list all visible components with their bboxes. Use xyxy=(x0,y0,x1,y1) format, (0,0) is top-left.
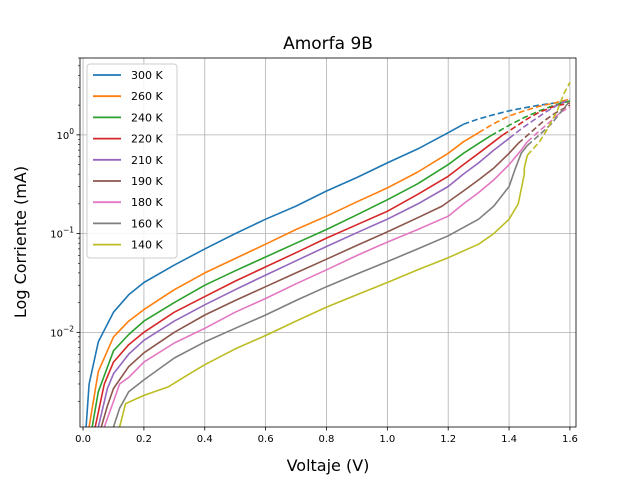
legend-label: 240 K xyxy=(131,111,163,124)
legend-label: 260 K xyxy=(131,90,163,103)
x-tick-label: 0.2 xyxy=(136,434,152,445)
series-line-dashed xyxy=(526,82,571,156)
series-line-solid xyxy=(112,145,528,428)
series-160-k xyxy=(112,100,571,428)
series-line-dashed xyxy=(502,102,571,136)
series-220-k xyxy=(94,102,571,428)
series-line-dashed xyxy=(463,100,571,126)
series-line-dashed xyxy=(526,100,571,147)
x-axis-ticks: 0.0 0.2 0.4 0.6 0.8 1.0 1.2 1.4 1.6 xyxy=(75,427,578,445)
x-tick-label: 1.2 xyxy=(440,434,456,445)
series-line-dashed xyxy=(490,100,571,137)
y-axis-ticks: 10−2 10−1 100 xyxy=(50,57,80,402)
x-tick-label: 0.0 xyxy=(75,434,91,445)
legend-label: 140 K xyxy=(131,239,163,252)
legend-label: 220 K xyxy=(131,133,163,146)
series-210-k xyxy=(97,98,571,428)
series-line-solid xyxy=(100,142,519,428)
series-140-k xyxy=(118,82,571,428)
series-line-solid xyxy=(118,155,529,428)
x-tick-label: 1.4 xyxy=(501,434,517,445)
series-240-k xyxy=(91,100,571,428)
series-lines xyxy=(85,82,571,428)
gridlines xyxy=(80,58,576,427)
x-tick-label: 0.6 xyxy=(258,434,274,445)
series-line-solid xyxy=(88,132,480,428)
y-tick-label: 10−2 xyxy=(50,324,74,339)
series-line-solid xyxy=(85,123,464,428)
series-line-solid xyxy=(91,135,492,428)
legend-box xyxy=(86,63,178,259)
plot-frame xyxy=(79,57,577,428)
legend-label: 180 K xyxy=(131,196,163,209)
chart-title: Amorfa 9B xyxy=(283,34,373,54)
series-line-solid xyxy=(94,134,504,428)
y-axis-label: Log Corriente (mA) xyxy=(11,166,30,318)
legend: 300 K 260 K 240 K 220 K 210 K 190 K 180 K 160 K… xyxy=(86,63,178,259)
series-line-solid xyxy=(97,137,510,428)
x-tick-label: 0.4 xyxy=(197,434,213,445)
legend-items: 300 K 260 K 240 K 220 K 210 K 190 K 180 K 160 K… xyxy=(93,69,163,252)
series-line-solid xyxy=(103,141,528,428)
series-line-dashed xyxy=(517,104,571,145)
legend-label: 300 K xyxy=(131,69,163,82)
legend-label: 160 K xyxy=(131,217,163,230)
series-300-k xyxy=(85,100,571,428)
legend-label: 210 K xyxy=(131,154,163,167)
series-180-k xyxy=(103,106,571,428)
legend-label: 190 K xyxy=(131,175,163,188)
y-tick-label: 10−1 xyxy=(50,226,74,241)
x-axis-label: Voltaje (V) xyxy=(287,456,370,475)
x-tick-label: 1.0 xyxy=(379,434,395,445)
series-260-k xyxy=(88,98,571,428)
series-line-dashed xyxy=(478,98,571,134)
series-line-dashed xyxy=(526,106,571,143)
x-tick-label: 0.8 xyxy=(319,434,335,445)
x-tick-label: 1.6 xyxy=(562,434,578,445)
series-190-k xyxy=(100,104,571,428)
y-tick-label: 100 xyxy=(56,127,74,142)
series-line-dashed xyxy=(508,98,571,140)
